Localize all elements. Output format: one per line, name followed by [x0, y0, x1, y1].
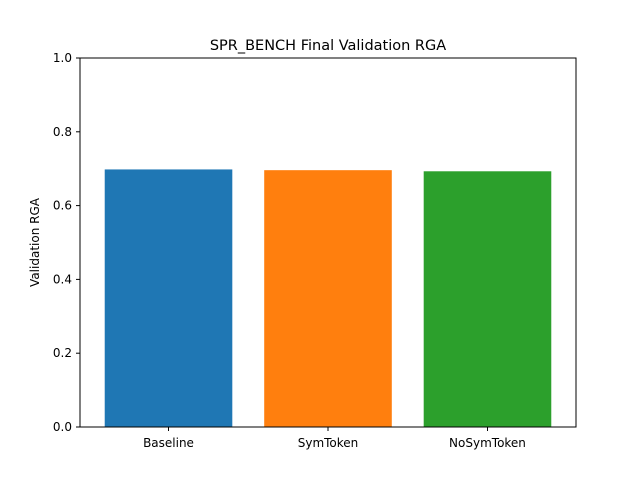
y-tick-label: 0.0 — [53, 420, 72, 434]
bar-symtoken — [264, 170, 392, 427]
y-axis-ticks: 0.0 0.2 0.4 0.6 0.8 1.0 — [53, 51, 80, 434]
y-axis-label: Validation RGA — [28, 197, 42, 287]
x-tick-label: Baseline — [143, 436, 194, 450]
y-tick-label: 0.6 — [53, 199, 72, 213]
x-axis-ticks: Baseline SymToken NoSymToken — [143, 427, 526, 450]
x-tick-label: NoSymToken — [449, 436, 526, 450]
bar-nosymtoken — [423, 171, 552, 427]
plot-area-frame — [79, 57, 577, 428]
y-tick-label: 0.8 — [53, 125, 72, 139]
bars-group — [104, 169, 552, 428]
y-tick-label: 0.4 — [53, 272, 72, 286]
y-tick-label: 0.2 — [53, 346, 72, 360]
bar-baseline — [104, 169, 233, 428]
y-tick-label: 1.0 — [53, 51, 72, 65]
chart-title: SPR_BENCH Final Validation RGA — [210, 38, 446, 54]
x-tick-label: SymToken — [298, 436, 359, 450]
